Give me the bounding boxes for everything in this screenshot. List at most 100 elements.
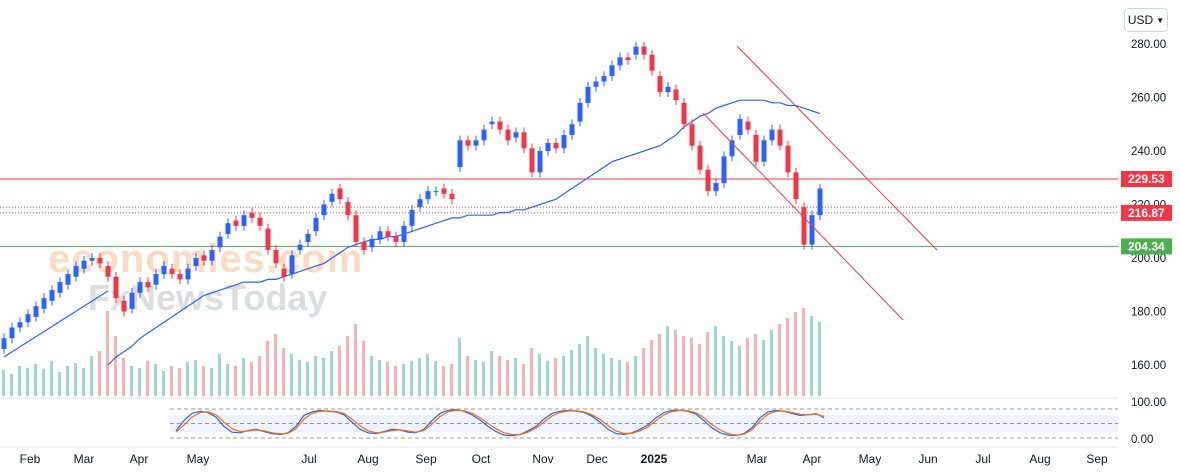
svg-text:204.34: 204.34 <box>1128 239 1165 253</box>
volume-bar <box>242 358 245 396</box>
price-level-label: 229.53 <box>1121 171 1172 188</box>
price-tick-label: 280.00 <box>1131 39 1166 51</box>
oscillator-tick-label: 100.00 <box>1131 397 1166 409</box>
candle <box>209 245 215 266</box>
volume-bar <box>738 346 741 396</box>
candle <box>577 98 583 127</box>
candle <box>113 271 119 303</box>
volume-bar <box>794 312 797 396</box>
volume-bar <box>802 308 805 396</box>
oscillator-axis[interactable]: 100.00 0.00 <box>1131 397 1166 446</box>
candle <box>337 183 343 204</box>
volume-bar <box>474 360 477 396</box>
time-tick-label: May <box>187 452 210 466</box>
candle <box>697 140 703 175</box>
volume-bar <box>34 364 37 396</box>
volume-bar <box>450 364 453 396</box>
oscillator-line <box>175 409 825 436</box>
volume-bar <box>130 366 133 396</box>
candle <box>809 210 815 250</box>
candle <box>385 226 391 242</box>
time-tick-label: Apr <box>803 452 822 466</box>
candle <box>81 255 87 274</box>
candlesticks <box>1 41 823 354</box>
candle <box>105 261 111 282</box>
volume-bar <box>666 326 669 396</box>
candle <box>129 287 135 314</box>
candle <box>449 188 455 204</box>
volume-bar <box>602 354 605 396</box>
volume-bar <box>522 364 525 396</box>
volume-bar <box>218 354 221 396</box>
time-tick-label: Jul <box>301 452 316 466</box>
candle <box>273 245 279 269</box>
price-level-label: 216.87 <box>1121 204 1172 221</box>
price-tick-label: 240.00 <box>1131 146 1166 158</box>
volume-bar <box>146 361 149 396</box>
candle <box>225 218 231 239</box>
volume-bar <box>138 368 141 396</box>
volume-bar <box>354 324 357 396</box>
time-axis[interactable]: Feb Mar Apr May Jul Aug Sep Oct Nov Dec 2025 Mar Apr… <box>20 452 1108 466</box>
volume-bar <box>618 360 621 396</box>
volume-bar <box>250 362 253 396</box>
volume-bar <box>394 366 397 396</box>
candle <box>585 81 591 108</box>
candle <box>169 263 175 279</box>
moving-average <box>3 99 821 366</box>
candle <box>153 269 159 290</box>
price-tick-label: 160.00 <box>1131 360 1166 372</box>
watermark-line2: FxNewsToday <box>88 277 327 318</box>
volume-bar <box>162 371 165 396</box>
volume-bar <box>170 366 173 396</box>
currency-selector[interactable]: USD ▼ <box>1124 8 1168 32</box>
volume-bar <box>106 311 109 396</box>
candle <box>609 60 615 81</box>
candle <box>297 239 303 255</box>
time-tick-label: Jul <box>975 452 990 466</box>
time-tick-label: Jun <box>918 452 937 466</box>
candle <box>193 253 199 271</box>
volume-bar <box>418 358 421 396</box>
volume-bar <box>66 366 69 396</box>
candle <box>41 293 47 314</box>
candle <box>513 127 519 143</box>
volume-bar <box>466 356 469 396</box>
volume-bar <box>482 362 485 396</box>
candle <box>409 205 415 231</box>
candle <box>401 221 407 247</box>
candle <box>89 253 95 266</box>
candle <box>529 143 535 178</box>
volume-bar <box>226 364 229 396</box>
volume-bar <box>650 340 653 396</box>
volume-bar <box>714 326 717 396</box>
candle <box>305 229 311 247</box>
volume-bar <box>114 336 117 396</box>
oscillator-tick-label: 0.00 <box>1131 434 1153 446</box>
candle <box>49 285 55 306</box>
volume-bar <box>570 350 573 396</box>
candle <box>545 138 551 156</box>
volume-bar <box>762 340 765 396</box>
candle <box>185 263 191 285</box>
candle <box>233 215 239 231</box>
volume-bar <box>818 322 821 396</box>
candle <box>633 41 639 60</box>
time-tick-label: May <box>859 452 882 466</box>
candle <box>9 322 15 344</box>
volume-bar <box>282 348 285 396</box>
candle <box>737 114 743 140</box>
candle <box>33 301 39 322</box>
candle <box>257 213 263 231</box>
candle <box>145 277 151 293</box>
volume-bar <box>322 358 325 396</box>
candle <box>721 151 727 188</box>
candle <box>625 52 631 65</box>
time-tick-label: Aug <box>1029 452 1050 466</box>
volume-bar <box>490 351 493 396</box>
volume-bar <box>74 363 77 396</box>
volume-bar <box>42 369 45 396</box>
volume-bar <box>786 318 789 396</box>
volume-bar <box>538 354 541 396</box>
